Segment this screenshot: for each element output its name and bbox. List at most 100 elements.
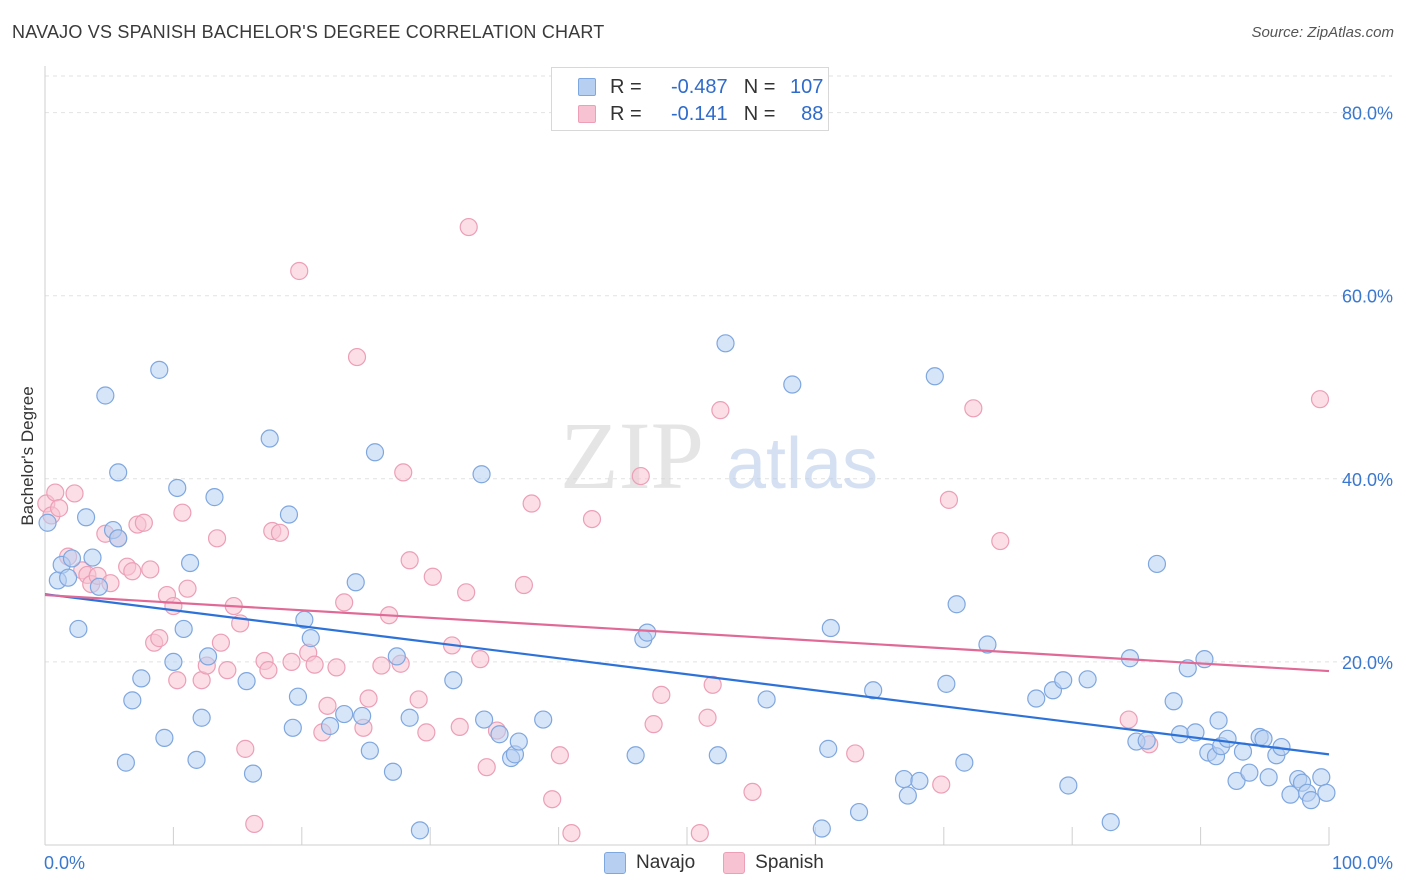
spanish-point bbox=[514, 575, 534, 595]
spanish-point bbox=[270, 523, 290, 542]
navajo-point bbox=[1317, 783, 1336, 802]
navajo-point bbox=[192, 708, 211, 727]
spanish-point bbox=[964, 399, 983, 418]
navajo-point bbox=[819, 739, 838, 758]
spanish-point bbox=[417, 723, 436, 742]
navajo-point bbox=[180, 553, 200, 573]
navajo-point bbox=[475, 710, 494, 729]
spanish-point bbox=[698, 708, 717, 727]
spanish-point bbox=[141, 560, 160, 579]
navajo-point bbox=[59, 568, 78, 587]
navajo-point bbox=[864, 681, 883, 700]
navajo-point bbox=[283, 718, 302, 737]
y-tick-label: 80.0% bbox=[1342, 104, 1393, 124]
spanish-point bbox=[423, 567, 442, 586]
spanish-point bbox=[211, 633, 231, 652]
navajo-point bbox=[509, 732, 528, 751]
navajo-point bbox=[937, 674, 956, 693]
navajo-point bbox=[947, 595, 966, 614]
navajo-point bbox=[353, 706, 372, 726]
navajo-point bbox=[288, 687, 308, 706]
navajo-point bbox=[490, 725, 509, 744]
navajo-point bbox=[638, 623, 657, 642]
spanish-point bbox=[46, 483, 65, 502]
navajo-point bbox=[301, 629, 320, 648]
navajo-point bbox=[812, 819, 831, 838]
navajo-n-value: 107 bbox=[790, 75, 824, 98]
navajo-point bbox=[1301, 791, 1321, 810]
x-tick-label: 0.0% bbox=[44, 853, 85, 873]
navajo-point bbox=[708, 746, 727, 765]
spanish-point bbox=[450, 717, 469, 737]
navajo-swatch bbox=[604, 852, 626, 874]
spanish-point bbox=[846, 744, 865, 763]
spanish-point bbox=[245, 814, 264, 834]
navajo-point bbox=[978, 635, 997, 654]
navajo-point bbox=[38, 513, 57, 532]
navajo-point bbox=[626, 746, 645, 765]
spanish-point bbox=[991, 531, 1010, 551]
navajo-point bbox=[132, 669, 151, 688]
spanish-point bbox=[932, 775, 951, 794]
navajo-point bbox=[894, 769, 914, 789]
spanish-point bbox=[1119, 710, 1138, 729]
navajo-point bbox=[898, 786, 917, 805]
navajo-point bbox=[534, 710, 553, 729]
spanish-point bbox=[711, 401, 730, 420]
navajo-point bbox=[783, 375, 802, 394]
navajo-point bbox=[387, 647, 406, 666]
spanish-point bbox=[134, 513, 153, 532]
y-tick-label: 40.0% bbox=[1342, 470, 1393, 490]
r-label: R = bbox=[610, 102, 642, 125]
navajo-point bbox=[279, 505, 299, 524]
navajo-point bbox=[346, 573, 365, 592]
navajo-point bbox=[1054, 671, 1073, 690]
navajo-point bbox=[1101, 813, 1120, 832]
navajo-point bbox=[168, 478, 187, 498]
spanish-point bbox=[207, 529, 227, 548]
navajo-point bbox=[164, 652, 183, 672]
spanish-point bbox=[335, 593, 354, 612]
legend-item-spanish[interactable]: Spanish bbox=[723, 852, 824, 874]
navajo-point bbox=[123, 691, 142, 710]
navajo-point bbox=[925, 367, 944, 386]
spanish-point bbox=[347, 347, 367, 367]
spanish-point bbox=[327, 658, 346, 677]
navajo-point bbox=[410, 821, 430, 840]
navajo-point bbox=[96, 386, 115, 405]
spanish-n-value: 88 bbox=[801, 102, 824, 125]
navajo-point bbox=[76, 508, 96, 527]
spanish-trend-line bbox=[44, 593, 1330, 673]
navajo-point bbox=[1259, 768, 1278, 787]
navajo-point bbox=[910, 771, 929, 791]
navajo-point bbox=[83, 548, 102, 567]
navajo-point bbox=[1240, 763, 1259, 782]
chart-title: NAVAJO VS SPANISH BACHELOR'S DEGREE CORR… bbox=[12, 22, 605, 42]
navajo-point bbox=[849, 802, 869, 822]
navajo-r-value: -0.487 bbox=[670, 75, 728, 98]
n-label: N = bbox=[743, 102, 776, 125]
navajo-point bbox=[1147, 554, 1167, 574]
spanish-point bbox=[173, 503, 192, 522]
legend-item-navajo[interactable]: Navajo bbox=[604, 852, 695, 874]
spanish-point bbox=[522, 494, 541, 513]
navajo-point bbox=[1137, 731, 1156, 750]
spanish-point bbox=[359, 689, 378, 708]
spanish-point bbox=[582, 509, 602, 529]
navajo-trend-line bbox=[44, 593, 1330, 756]
spanish-point bbox=[50, 499, 69, 518]
spanish-point bbox=[1310, 390, 1330, 409]
navajo-point bbox=[155, 728, 174, 747]
spanish-point bbox=[178, 579, 197, 598]
spanish-point bbox=[939, 490, 959, 509]
navajo-point bbox=[400, 708, 419, 727]
spanish-point bbox=[631, 466, 650, 486]
navajo-point bbox=[205, 488, 224, 507]
watermark-atlas: atlas bbox=[726, 424, 878, 504]
source-label: Source: ZipAtlas.com bbox=[1251, 24, 1394, 41]
navajo-points bbox=[38, 334, 1336, 840]
series-legend: Navajo Spanish bbox=[604, 852, 852, 874]
navajo-point bbox=[716, 334, 735, 353]
navajo-point bbox=[187, 750, 206, 769]
spanish-point bbox=[236, 739, 255, 758]
